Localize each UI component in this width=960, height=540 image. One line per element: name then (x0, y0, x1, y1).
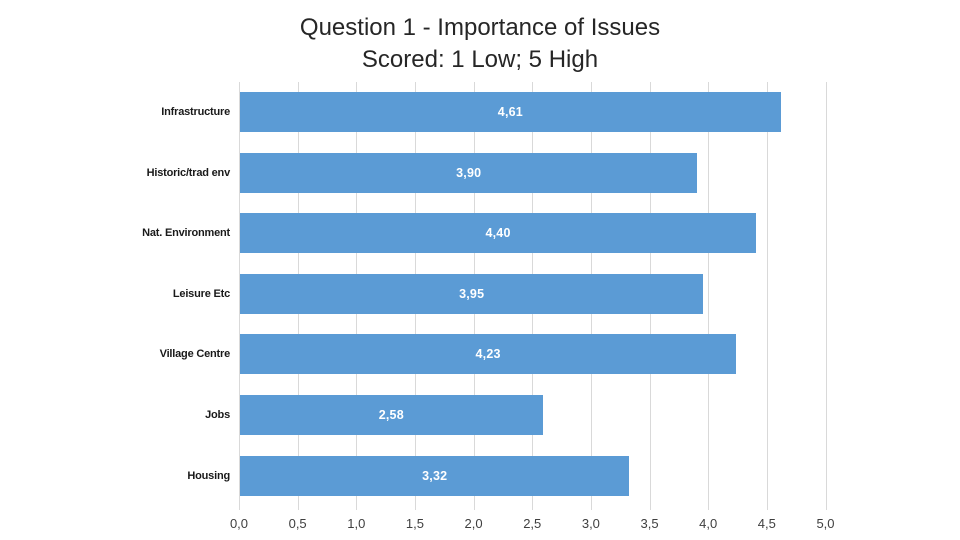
x-axis-tick-label: 1,5 (405, 516, 424, 531)
bar: 4,61 (240, 92, 781, 133)
category-label: Village Centre (159, 348, 231, 361)
chart-title-line-2: Scored: 1 Low; 5 High (361, 45, 599, 73)
x-axis-tick-label: 3,0 (581, 516, 600, 531)
x-axis-tick-label: 5,0 (816, 516, 835, 531)
bar-value-label: 3,90 (456, 165, 482, 180)
bar: 3,90 (240, 152, 698, 193)
x-axis-tick-label: 2,0 (464, 516, 483, 531)
x-axis-tick-label: 3,5 (640, 516, 659, 531)
category-label: Historic/trad env (146, 166, 231, 179)
bar-value-label: 4,40 (485, 226, 511, 241)
bar-value-label: 2,58 (378, 408, 404, 423)
x-axis-tick-label: 4,0 (699, 516, 718, 531)
bar: 4,40 (240, 213, 757, 254)
x-axis-tick-label: 0,5 (288, 516, 307, 531)
category-label: Nat. Environment (142, 227, 230, 240)
bar-value-label: 3,32 (422, 468, 448, 483)
x-axis-tick-label: 2,5 (523, 516, 542, 531)
category-label: Housing (187, 469, 230, 482)
category-label: Infrastructure (161, 106, 230, 119)
bar: 3,32 (240, 455, 630, 496)
bar: 2,58 (240, 395, 543, 436)
x-axis-tick-label: 0,0 (229, 516, 249, 531)
x-axis-tick-label: 1,0 (347, 516, 366, 531)
bar: 3,95 (240, 273, 704, 314)
chart-title: Question 1 - Importance of Issues Scored… (0, 12, 960, 75)
bar-value-label: 4,23 (475, 347, 501, 362)
gridline (239, 82, 240, 510)
category-label: Leisure Etc (172, 287, 230, 300)
category-label: Jobs (205, 409, 230, 422)
bar-value-label: 3,95 (459, 286, 485, 301)
gridline (825, 82, 827, 510)
bar: 4,23 (240, 334, 737, 375)
x-axis-tick-label: 4,5 (757, 516, 776, 531)
gridline (708, 82, 710, 510)
gridline (766, 82, 768, 510)
bar-value-label: 4,61 (497, 105, 523, 120)
chart-title-line-1: Question 1 - Importance of Issues (299, 14, 661, 41)
